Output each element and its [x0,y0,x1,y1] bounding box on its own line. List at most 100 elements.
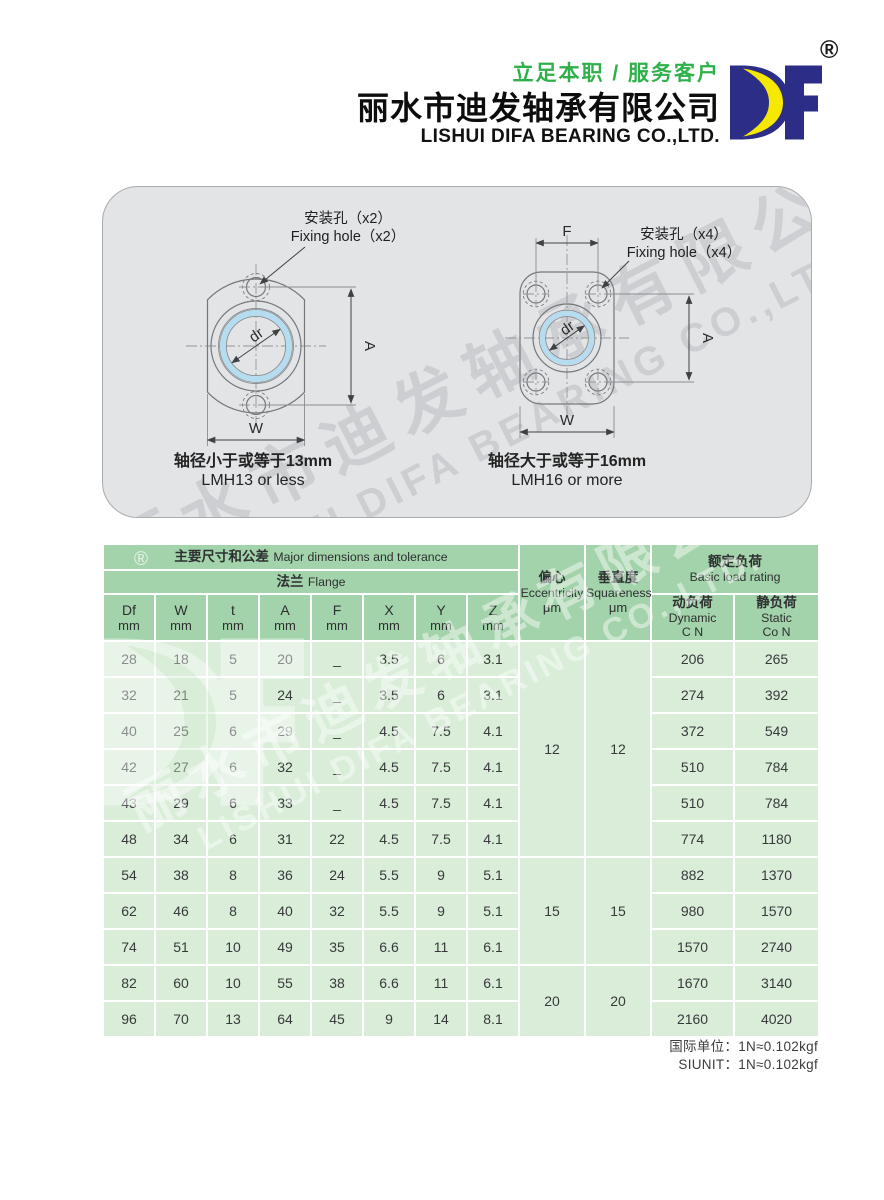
cell-y: 14 [414,999,468,1038]
flange-drawings: dr A W [186,223,716,446]
note-intl-unit: 国际单位：1N≈0.102kgf [669,1039,818,1054]
cell-static: 1180 [733,819,821,858]
cell-squareness-group: 20 [584,963,653,1038]
cell-w: 21 [154,675,208,714]
cell-dynamic: 2160 [650,999,736,1038]
caption-en: LMH16 or more [511,472,623,489]
callout-fixing-hole-x4: 安装孔（x4） Fixing hole（x4） [599,226,769,262]
cell-a: 24 [258,675,312,714]
cell-t: 6 [206,783,260,822]
cell-dynamic: 774 [650,819,736,858]
cell-dynamic: 980 [650,891,736,930]
cell-x: 4.5 [362,819,416,858]
cell-squareness-group: 15 [584,855,653,966]
f-dim-label: F [562,223,571,240]
spec-table-zone: 丽水市迪发轴承有限公司 LISHUI DIFA BEARING CO.,LTD.… [96,543,821,1038]
flange-drawing-4hole: F A W dr [505,223,716,438]
cell-a: 32 [258,747,312,786]
cell-a: 20 [258,639,312,678]
cell-w: 34 [154,819,208,858]
cell-x: 3.5 [362,675,416,714]
cell-t: 10 [206,963,260,1002]
dimension-table: 主要尺寸和公差 Major dimensions and tolerance 偏… [101,543,821,1038]
company-name-cn: 丽水市迪发轴承有限公司 [356,90,720,126]
cell-squareness-group: 12 [584,639,653,858]
cell-x: 4.5 [362,747,416,786]
caption-lmh13: 轴径小于或等于13mm LMH13 or less [148,452,358,490]
header-basic-load-rating: 额定负荷 Basic load rating [650,543,821,595]
cell-a: 55 [258,963,312,1002]
cell-f: 38 [310,963,364,1002]
cell-static: 4020 [733,999,821,1038]
cell-df: 48 [102,819,156,858]
cell-y: 11 [414,927,468,966]
cell-z: 4.1 [465,819,521,858]
company-name-en: LISHUI DIFA BEARING CO.,LTD. [420,126,720,147]
note-si-unit: SIUNIT：1N≈0.102kgf [678,1057,818,1072]
cell-dynamic: 274 [650,675,736,714]
registered-trademark: ® [820,36,839,64]
cell-df: 42 [102,747,156,786]
col-df: Df mm [102,593,156,642]
callout-fixing-hole-x2: 安装孔（x2） Fixing hole（x2） [263,210,433,246]
cell-y: 7.5 [414,747,468,786]
cell-w: 38 [154,855,208,894]
unit-conversion-notes: 国际单位：1N≈0.102kgf SIUNIT：1N≈0.102kgf [669,1038,818,1074]
diagram-panel: 丽水市迪发轴承有限公司 LISHUI DIFA BEARING CO.,LTD. [102,186,812,518]
cell-static: 1570 [733,891,821,930]
cell-static: 3140 [733,963,821,1002]
cell-df: 82 [102,963,156,1002]
cell-w: 27 [154,747,208,786]
table-row: 48 34 6 31 22 4.5 7.5 4.1 774 1180 [102,819,821,858]
caption-cn: 轴径小于或等于13mm [173,453,333,470]
cell-y: 11 [414,963,468,1002]
a-dim-label: A [361,341,378,351]
cell-df: 32 [102,675,156,714]
cell-w: 18 [154,639,208,678]
cell-t: 6 [206,747,260,786]
cell-t: 6 [206,819,260,858]
table-row: 74 51 10 49 35 6.6 11 6.1 1570 2740 [102,927,821,966]
cell-y: 7.5 [414,783,468,822]
table-row: 96 70 13 64 45 9 14 8.1 2160 4020 [102,999,821,1038]
cell-y: 6 [414,639,468,678]
cell-x: 4.5 [362,711,416,750]
cell-x: 5.5 [362,891,416,930]
cell-df: 74 [102,927,156,966]
cell-x: 6.6 [362,927,416,966]
a-dim-label: A [699,333,716,343]
cell-df: 62 [102,891,156,930]
cell-z: 4.1 [465,783,521,822]
cell-z: 3.1 [465,639,521,678]
cell-w: 29 [154,783,208,822]
cell-w: 25 [154,711,208,750]
cell-eccentricity-group: 15 [518,855,587,966]
cell-dynamic: 882 [650,855,736,894]
w-dim-label: W [560,412,575,429]
cell-f: _ [310,711,364,750]
callout-en: Fixing hole（x2） [290,229,406,245]
cell-a: 64 [258,999,312,1038]
cell-static: 2740 [733,927,821,966]
cell-x: 3.5 [362,639,416,678]
cell-static: 784 [733,747,821,786]
cell-eccentricity-group: 20 [518,963,587,1038]
callout-cn: 安装孔（x4） [640,227,728,243]
cell-dynamic: 1670 [650,963,736,1002]
cell-dynamic: 510 [650,783,736,822]
df-logo-icon [730,65,822,140]
callout-en: Fixing hole（x4） [626,245,742,261]
cell-w: 46 [154,891,208,930]
cell-f: _ [310,747,364,786]
cell-w: 70 [154,999,208,1038]
cell-t: 5 [206,675,260,714]
